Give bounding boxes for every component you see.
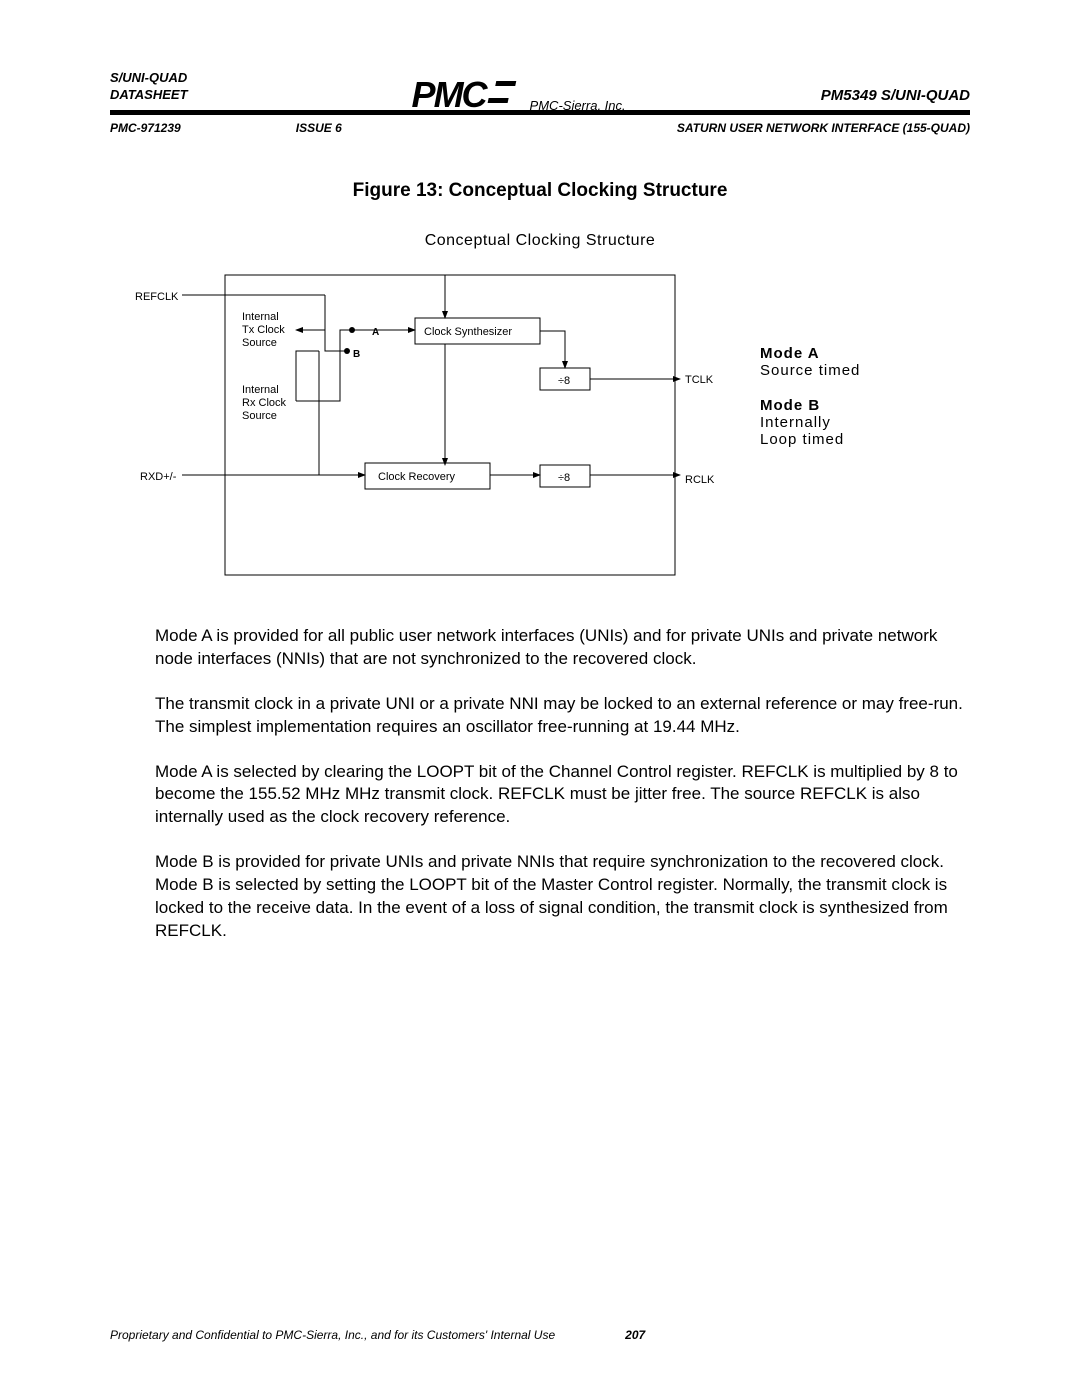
svg-text:B: B	[353, 349, 360, 360]
svg-text:TCLK: TCLK	[685, 374, 714, 386]
footer-text: Proprietary and Confidential to PMC-Sier…	[110, 1328, 555, 1342]
svg-text:Rx Clock: Rx Clock	[242, 397, 287, 409]
diagram-subtitle: Conceptual Clocking Structure	[110, 232, 970, 250]
product-line1: S/UNI-QUAD	[110, 70, 188, 87]
svg-text:÷8: ÷8	[558, 375, 570, 387]
doc-number: PMC-971239	[110, 121, 181, 135]
product-desc: SATURN USER NETWORK INTERFACE (155-QUAD)	[677, 121, 970, 135]
svg-text:PMC: PMC	[412, 75, 489, 115]
svg-text:÷8: ÷8	[558, 472, 570, 484]
mode-a-title: Mode A	[760, 345, 860, 362]
svg-text:Source: Source	[242, 410, 277, 422]
paragraph-3: Mode A is selected by clearing the LOOPT…	[155, 761, 970, 830]
page-footer: Proprietary and Confidential to PMC-Sier…	[110, 1328, 970, 1342]
svg-text:REFCLK: REFCLK	[135, 291, 179, 303]
svg-text:Source: Source	[242, 337, 277, 349]
svg-text:RCLK: RCLK	[685, 474, 715, 486]
diagram-container: REFCLKRXD+/-TCLKRCLKInternalTx ClockSour…	[110, 265, 970, 585]
mode-b-sub1: Internally	[760, 414, 860, 431]
mode-b-title: Mode B	[760, 397, 860, 414]
document-page: S/UNI-QUAD DATASHEET PMC PMC-Sierra, Inc…	[0, 0, 1080, 1397]
svg-text:Internal: Internal	[242, 384, 279, 396]
svg-text:Clock Synthesizer: Clock Synthesizer	[424, 326, 512, 338]
pmc-logo-icon: PMC	[412, 75, 522, 124]
company-name: PMC-Sierra, Inc.	[530, 98, 626, 113]
body-text: Mode A is provided for all public user n…	[155, 625, 970, 943]
header-center: PMC PMC-Sierra, Inc.	[412, 75, 626, 124]
mode-b-sub2: Loop timed	[760, 431, 860, 448]
mode-labels: Mode A Source timed Mode B Internally Lo…	[760, 345, 860, 448]
header-row-1: S/UNI-QUAD DATASHEET PMC PMC-Sierra, Inc…	[110, 70, 970, 104]
svg-text:A: A	[372, 327, 379, 338]
page-number: 207	[625, 1328, 645, 1342]
clocking-diagram: REFCLKRXD+/-TCLKRCLKInternalTx ClockSour…	[110, 265, 750, 585]
issue-number: ISSUE 6	[296, 121, 342, 135]
paragraph-4: Mode B is provided for private UNIs and …	[155, 851, 970, 943]
mode-a-sub: Source timed	[760, 362, 860, 379]
svg-text:Internal: Internal	[242, 311, 279, 323]
svg-text:RXD+/-: RXD+/-	[140, 471, 177, 483]
header-left: S/UNI-QUAD DATASHEET	[110, 70, 188, 104]
paragraph-2: The transmit clock in a private UNI or a…	[155, 693, 970, 739]
svg-text:Clock Recovery: Clock Recovery	[378, 471, 456, 483]
product-line2: DATASHEET	[110, 87, 188, 104]
svg-text:Tx Clock: Tx Clock	[242, 324, 285, 336]
figure-title: Figure 13: Conceptual Clocking Structure	[110, 180, 970, 202]
header-right: PM5349 S/UNI-QUAD	[821, 87, 970, 104]
paragraph-1: Mode A is provided for all public user n…	[155, 625, 970, 671]
